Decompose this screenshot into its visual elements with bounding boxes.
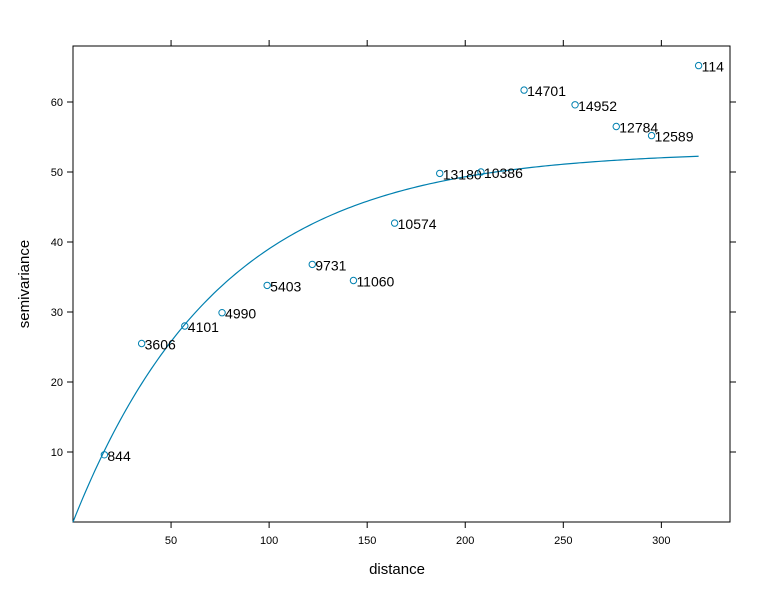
point-label: 12784 [619, 120, 658, 136]
data-point [137, 339, 146, 348]
x-axis-label: distance [369, 561, 425, 578]
data-point [218, 309, 226, 317]
data-point [520, 86, 528, 94]
point-label: 13180 [443, 166, 482, 182]
y-axis-label: semivariance [16, 240, 33, 328]
x-tick-label: 50 [165, 535, 177, 547]
point-label: 14701 [527, 83, 566, 99]
point-label: 3606 [145, 337, 176, 353]
data-point [477, 168, 485, 176]
point-label: 4101 [188, 319, 219, 335]
data-point [647, 131, 656, 140]
y-tick-label: 30 [51, 307, 63, 319]
y-tick-label: 60 [51, 97, 63, 109]
data-point [349, 276, 358, 285]
data-point [694, 61, 703, 70]
point-label: 11060 [356, 274, 394, 290]
data-point [612, 122, 620, 131]
data-point [308, 260, 316, 269]
y-tick-label: 10 [51, 447, 63, 459]
data-point [100, 451, 109, 459]
x-tick-label: 300 [652, 535, 670, 547]
x-tick-label: 100 [260, 535, 278, 547]
x-tick-label: 250 [554, 535, 572, 547]
data-point [571, 101, 579, 109]
data-point [390, 219, 399, 227]
point-label: 4990 [225, 306, 256, 322]
point-label: 5403 [270, 278, 301, 294]
y-tick-label: 40 [51, 237, 63, 249]
point-label: 14952 [578, 98, 617, 114]
y-tick-label: 50 [51, 167, 63, 179]
point-label: 10386 [484, 165, 523, 181]
data-points: 844 3606 4101 4990 5403 9731 11060 10574 13180 10… [100, 59, 725, 464]
y-tick-label: 20 [51, 377, 63, 389]
point-label: 10574 [398, 216, 437, 232]
x-tick-label: 200 [456, 535, 474, 547]
axis-ticks: 50 100 150 200 250 300 10 20 30 40 50 60 [51, 40, 736, 547]
data-point [436, 169, 444, 178]
data-point [181, 322, 189, 330]
plot-frame [72, 45, 731, 523]
point-label: 9731 [315, 257, 346, 273]
data-point [263, 281, 271, 290]
point-label: 114 [702, 59, 725, 75]
x-tick-label: 150 [358, 535, 376, 547]
point-label: 844 [107, 448, 131, 464]
fit-curve [72, 155, 699, 523]
fitted-model [72, 155, 699, 523]
point-label: 12589 [655, 129, 694, 145]
